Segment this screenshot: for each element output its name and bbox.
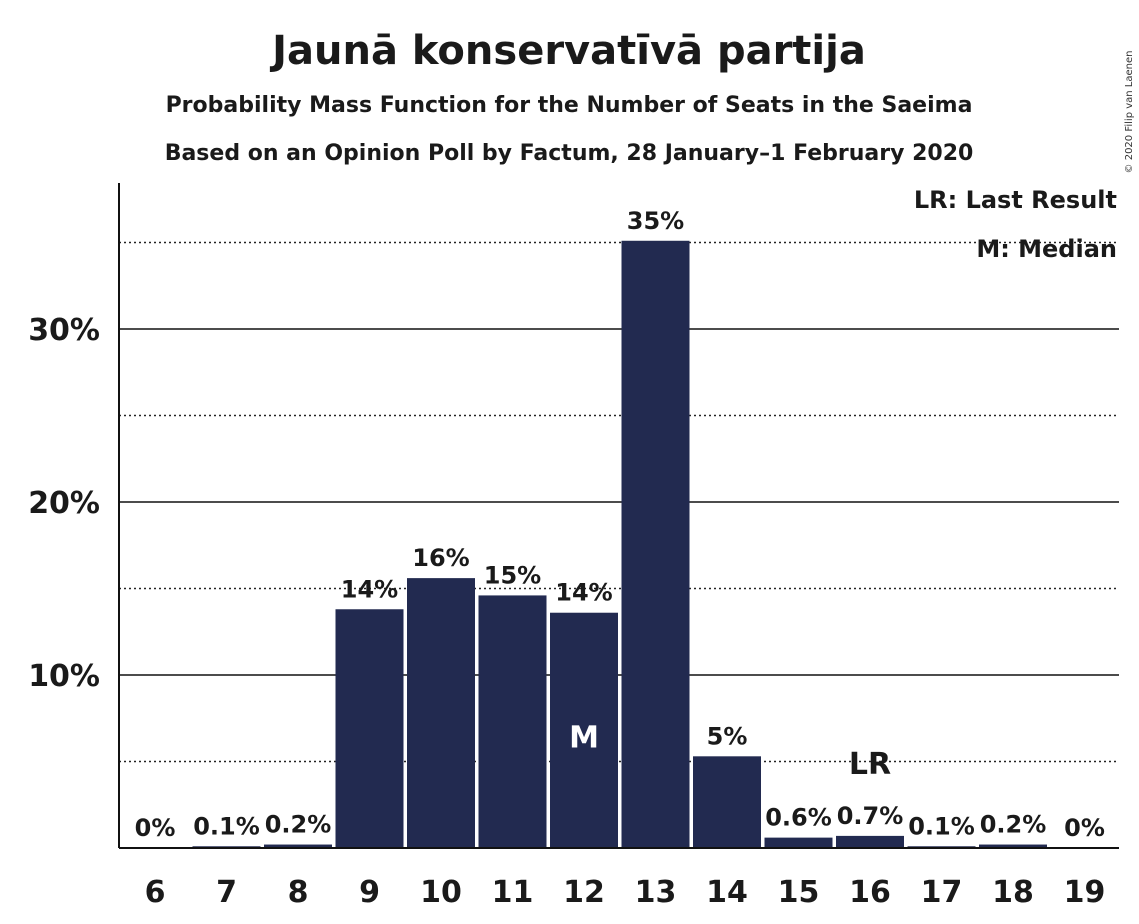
x-tick-17: 17 <box>921 875 963 910</box>
x-tick-19: 19 <box>1064 875 1106 910</box>
bars <box>192 240 1047 848</box>
x-tick-13: 13 <box>635 875 677 910</box>
x-tick-18: 18 <box>992 875 1034 910</box>
bar-seat-16 <box>836 835 904 848</box>
data-label-seat-11: 15% <box>484 561 541 589</box>
data-label-seat-9: 14% <box>341 575 398 603</box>
bar-seat-11 <box>478 595 547 848</box>
bar-seat-9 <box>335 609 404 848</box>
data-label-seat-6: 0% <box>135 814 176 842</box>
x-tick-10: 10 <box>420 875 462 910</box>
x-tick-16: 16 <box>849 875 891 910</box>
x-tick-6: 6 <box>145 875 166 910</box>
data-label-seat-13: 35% <box>627 207 684 235</box>
legend-median: M: Median <box>976 235 1117 263</box>
chart-title: Jaunā konservatīvā partija <box>269 28 866 74</box>
bar-seat-10 <box>407 578 475 848</box>
y-tick-30: 30% <box>28 313 100 348</box>
chart-subtitle-1: Probability Mass Function for the Number… <box>166 93 973 118</box>
x-tick-8: 8 <box>288 875 309 910</box>
data-label-seat-16: 0.7% <box>837 802 904 830</box>
bar-seat-8 <box>264 844 332 848</box>
last-result-marker: LR <box>849 747 891 782</box>
bar-seat-15 <box>764 837 833 848</box>
data-label-seat-12: 14% <box>555 579 612 607</box>
y-tick-labels: 10% 20% 30% <box>28 313 100 694</box>
bar-seat-13 <box>621 240 690 848</box>
markers: M LR <box>569 721 891 782</box>
x-tick-12: 12 <box>563 875 605 910</box>
data-label-seat-17: 0.1% <box>908 812 975 840</box>
bar-seat-14 <box>693 756 761 848</box>
data-label-seat-7: 0.1% <box>193 812 260 840</box>
x-tick-9: 9 <box>359 875 380 910</box>
data-label-seat-19: 0% <box>1064 814 1105 842</box>
x-tick-15: 15 <box>778 875 820 910</box>
bar-seat-18 <box>979 844 1047 848</box>
bar-labels: 0% 0.1% 0.2%14%16%15%14%35%5%0.6% 0.7% 0.1% 0… <box>135 207 1105 842</box>
legend-last-result: LR: Last Result <box>914 186 1117 214</box>
data-label-seat-8: 0.2% <box>265 811 332 839</box>
axes <box>118 183 1119 849</box>
data-label-seat-18: 0.2% <box>980 811 1047 839</box>
data-label-seat-10: 16% <box>412 544 469 572</box>
data-label-seat-14: 5% <box>707 722 748 750</box>
data-label-seat-15: 0.6% <box>765 804 832 832</box>
gridlines <box>119 241 1119 763</box>
bar-seat-12 <box>550 612 618 848</box>
x-tick-7: 7 <box>216 875 237 910</box>
x-tick-14: 14 <box>706 875 748 910</box>
copyright-note: © 2020 Filip van Laenen <box>1124 51 1135 174</box>
y-tick-10: 10% <box>28 659 100 694</box>
chart-subtitle-2: Based on an Opinion Poll by Factum, 28 J… <box>165 141 974 166</box>
x-tick-labels: 6 7 8 9 10 11 12 13 14 15 16 17 18 19 <box>145 875 1106 910</box>
y-tick-20: 20% <box>28 486 100 521</box>
median-marker: M <box>569 721 599 756</box>
x-tick-11: 11 <box>492 875 534 910</box>
